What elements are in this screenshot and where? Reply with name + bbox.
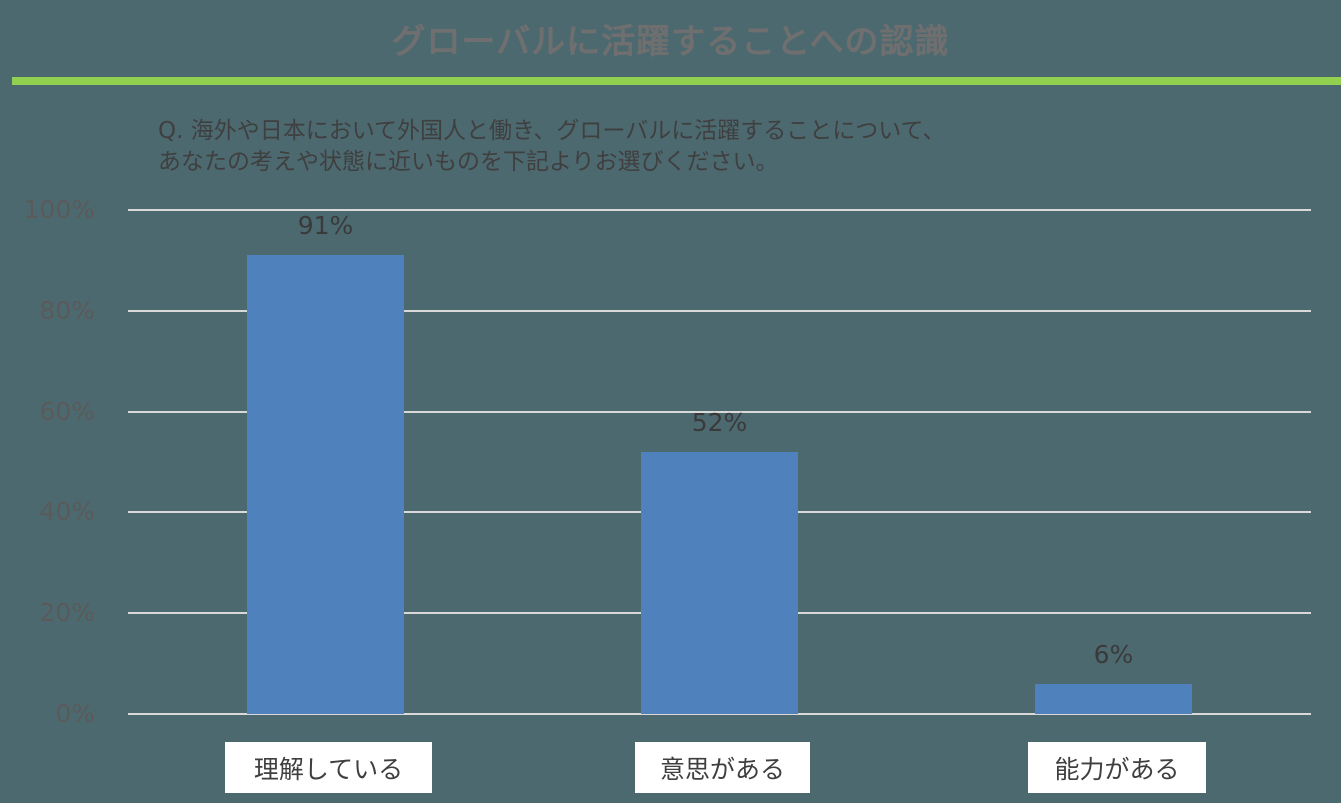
y-axis-tick-label: 40%	[39, 497, 95, 527]
gridline	[128, 713, 1311, 715]
chart-title: グローバルに活躍することへの認識	[391, 22, 950, 62]
y-axis-tick-label: 60%	[39, 396, 95, 426]
gridline	[128, 309, 1311, 312]
survey-question: Q. 海外や日本において外国人と働き、グローバルに活躍することについて、 あなた…	[158, 116, 945, 178]
bar-value-label: 6%	[1093, 639, 1134, 669]
bar	[1035, 683, 1192, 714]
bar-value-label: 91%	[297, 211, 354, 241]
y-axis-tick-label: 20%	[39, 598, 95, 628]
category-label: 能力がある	[1028, 742, 1206, 793]
bar-value-label: 52%	[691, 407, 748, 437]
bar	[641, 451, 798, 714]
y-axis-tick-label: 100%	[23, 195, 95, 224]
bar	[247, 255, 404, 714]
question-line-1: Q. 海外や日本において外国人と働き、グローバルに活躍することについて、	[158, 118, 946, 144]
y-axis-tick-label: 80%	[39, 295, 95, 325]
gridline	[128, 410, 1311, 413]
y-axis-tick-label: 0%	[55, 699, 95, 728]
category-label: 理解している	[225, 742, 432, 793]
question-line-2: あなたの考えや状態に近いものを下記よりお選びください。	[158, 149, 779, 175]
title-divider	[12, 77, 1341, 85]
category-label: 意思がある	[635, 742, 810, 793]
gridline	[128, 209, 1311, 211]
